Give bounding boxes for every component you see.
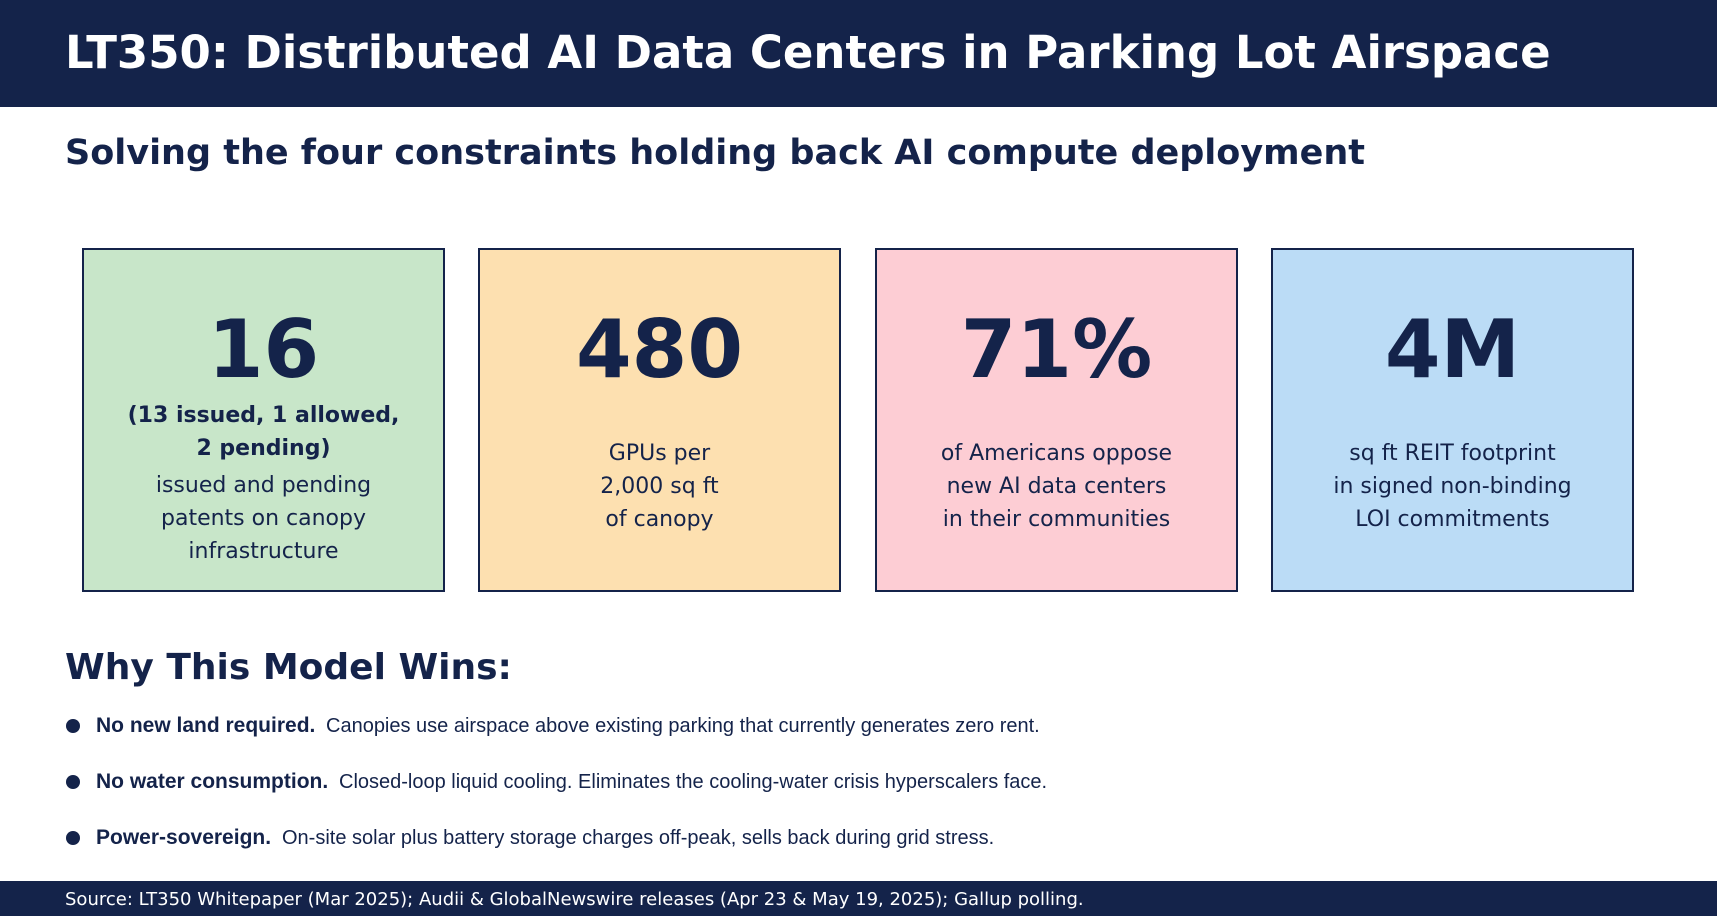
bullet-lead: No water consumption.: [96, 770, 329, 793]
bullet-text: Closed-loop liquid cooling. Eliminates t…: [339, 771, 1048, 793]
stat-card: 4M sq ft REIT footprint in signed non-bind…: [1271, 248, 1634, 592]
stat-description: of canopy: [605, 507, 714, 532]
stat-value: 71%: [960, 303, 1153, 396]
bullet-dot: [66, 719, 80, 733]
stat-description: GPUs per: [608, 441, 711, 466]
header: LT350: Distributed AI Data Centers in Pa…: [0, 0, 1717, 107]
bullet-lead: Power-sovereign.: [96, 826, 272, 849]
stat-description: of Americans oppose: [940, 441, 1173, 466]
stat-description: sq ft REIT footprint: [1349, 441, 1556, 466]
stat-value: 16: [207, 303, 320, 396]
stat-description: in signed non-binding: [1333, 474, 1572, 499]
stat-description: issued and pending: [155, 473, 372, 498]
source: Source: LT350 Whitepaper (Mar 2025); Aud…: [65, 889, 1084, 910]
stat-description: 2,000 sq ft: [600, 474, 719, 499]
stat-description: patents on canopy: [161, 506, 366, 531]
stat-description: infrastructure: [188, 539, 339, 564]
bullet-dot: [66, 831, 80, 845]
bullet-dot: [66, 775, 80, 789]
bullet-text: Canopies use airspace above existing par…: [326, 715, 1040, 737]
stat-note: (13 issued, 1 allowed,: [127, 403, 400, 428]
stat-note: 2 pending): [196, 436, 331, 461]
subtitle: Solving the four constraints holding bac…: [65, 133, 1366, 173]
stat-description: in their communities: [942, 507, 1171, 532]
bullet-lead: No new land required.: [96, 714, 316, 737]
footer: Source: LT350 Whitepaper (Mar 2025); Aud…: [0, 881, 1717, 916]
section-heading: Why This Model Wins:: [65, 647, 512, 688]
stat-value: 4M: [1384, 303, 1521, 396]
stat-card: 16 (13 issued, 1 allowed, 2 pending) issued…: [82, 248, 445, 592]
stat-value: 480: [576, 303, 743, 396]
stat-card: 71% of Americans oppose new AI data center…: [875, 248, 1238, 592]
bullet-text: On-site solar plus battery storage charg…: [282, 827, 995, 849]
stat-description: LOI commitments: [1355, 507, 1550, 532]
stat-description: new AI data centers: [946, 474, 1167, 499]
stat-card: 480 GPUs per 2,000 sq ft of canopy: [478, 248, 841, 592]
title: LT350: Distributed AI Data Centers in Pa…: [65, 26, 1551, 79]
